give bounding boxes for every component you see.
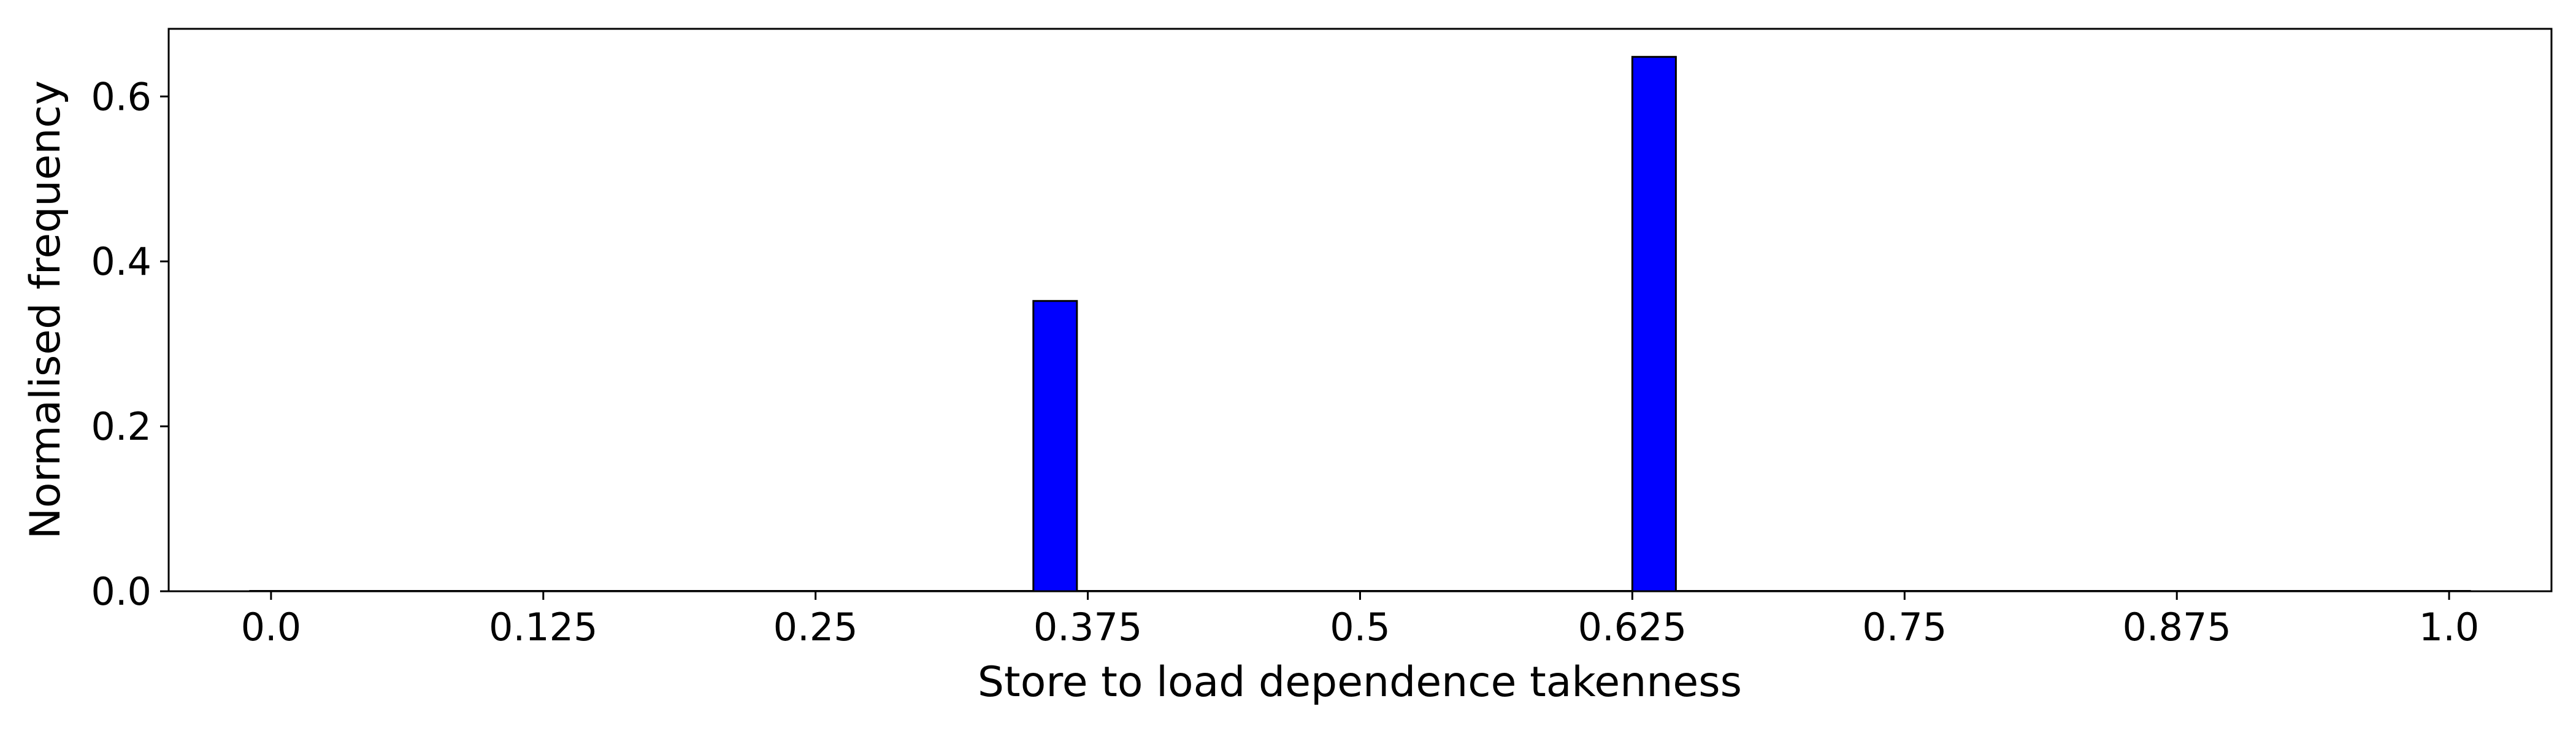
bar-0 [1032, 300, 1078, 592]
y-axis-label: Normalised frequency [21, 80, 70, 539]
x-tick-label: 0.875 [2122, 605, 2231, 650]
y-tick-label: 0.4 [91, 239, 151, 284]
x-tick-label: 0.75 [1862, 605, 1947, 650]
x-tick-label: 0.0 [241, 605, 302, 650]
x-axis-label: Store to load dependence takenness [978, 658, 1742, 707]
y-tick-label: 0.6 [91, 74, 151, 119]
x-tick-label: 1.0 [2419, 605, 2480, 650]
x-tick-label: 0.25 [773, 605, 858, 650]
y-tick-label: 0.0 [91, 569, 151, 614]
x-tick-label: 0.625 [1578, 605, 1687, 650]
x-tick-label: 0.5 [1330, 605, 1390, 650]
bar-1 [1631, 56, 1677, 592]
x-tick-label: 0.125 [489, 605, 598, 650]
y-tick-label: 0.2 [91, 404, 151, 449]
x-tick-label: 0.375 [1033, 605, 1143, 650]
